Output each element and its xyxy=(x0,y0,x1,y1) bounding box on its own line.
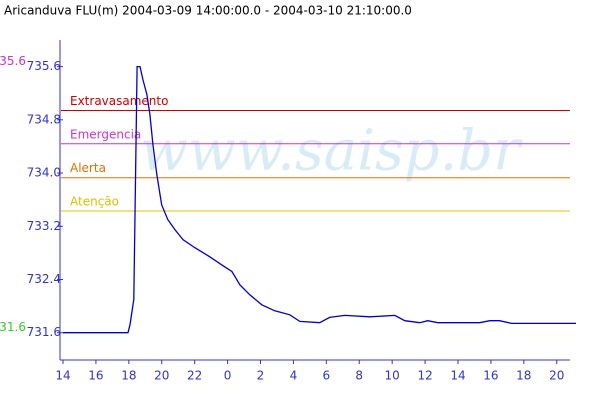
x-tick-label: 14 xyxy=(55,369,70,383)
y-tick-label: 734.8 xyxy=(27,112,61,126)
threshold-label: Emergencia xyxy=(70,127,141,141)
y-tick-label: 733.2 xyxy=(27,219,61,233)
x-tick-label: 18 xyxy=(516,369,531,383)
x-tick-label: 20 xyxy=(154,369,169,383)
x-tick-label: 6 xyxy=(323,369,331,383)
max-label: 735.6 xyxy=(0,54,26,68)
x-tick-label: 16 xyxy=(483,369,498,383)
watermark: www.saisp.br xyxy=(140,119,523,184)
x-tick-label: 14 xyxy=(450,369,465,383)
x-tick-label: 18 xyxy=(121,369,136,383)
x-tick-label: 22 xyxy=(187,369,202,383)
threshold-label: Alerta xyxy=(70,161,106,175)
x-tick-label: 20 xyxy=(549,369,564,383)
y-tick-label: 734.0 xyxy=(27,166,61,180)
x-tick-label: 10 xyxy=(385,369,400,383)
y-tick-label: 731.6 xyxy=(27,325,61,339)
y-tick-label: 732.4 xyxy=(27,272,61,286)
data-line xyxy=(63,65,576,334)
y-tick-label: 735.6 xyxy=(27,59,61,73)
min-label: 731.6 xyxy=(0,320,26,334)
x-tick-label: 0 xyxy=(224,369,232,383)
x-tick-label: 12 xyxy=(417,369,432,383)
x-tick-label: 8 xyxy=(355,369,363,383)
threshold-label: Extravasamento xyxy=(70,94,168,108)
threshold-label: Atenção xyxy=(70,194,119,208)
x-tick-label: 4 xyxy=(290,369,298,383)
x-tick-label: 16 xyxy=(88,369,103,383)
chart-title: Aricanduva FLU(m) 2004-03-09 14:00:00.0 … xyxy=(4,4,412,18)
x-tick-label: 2 xyxy=(257,369,265,383)
